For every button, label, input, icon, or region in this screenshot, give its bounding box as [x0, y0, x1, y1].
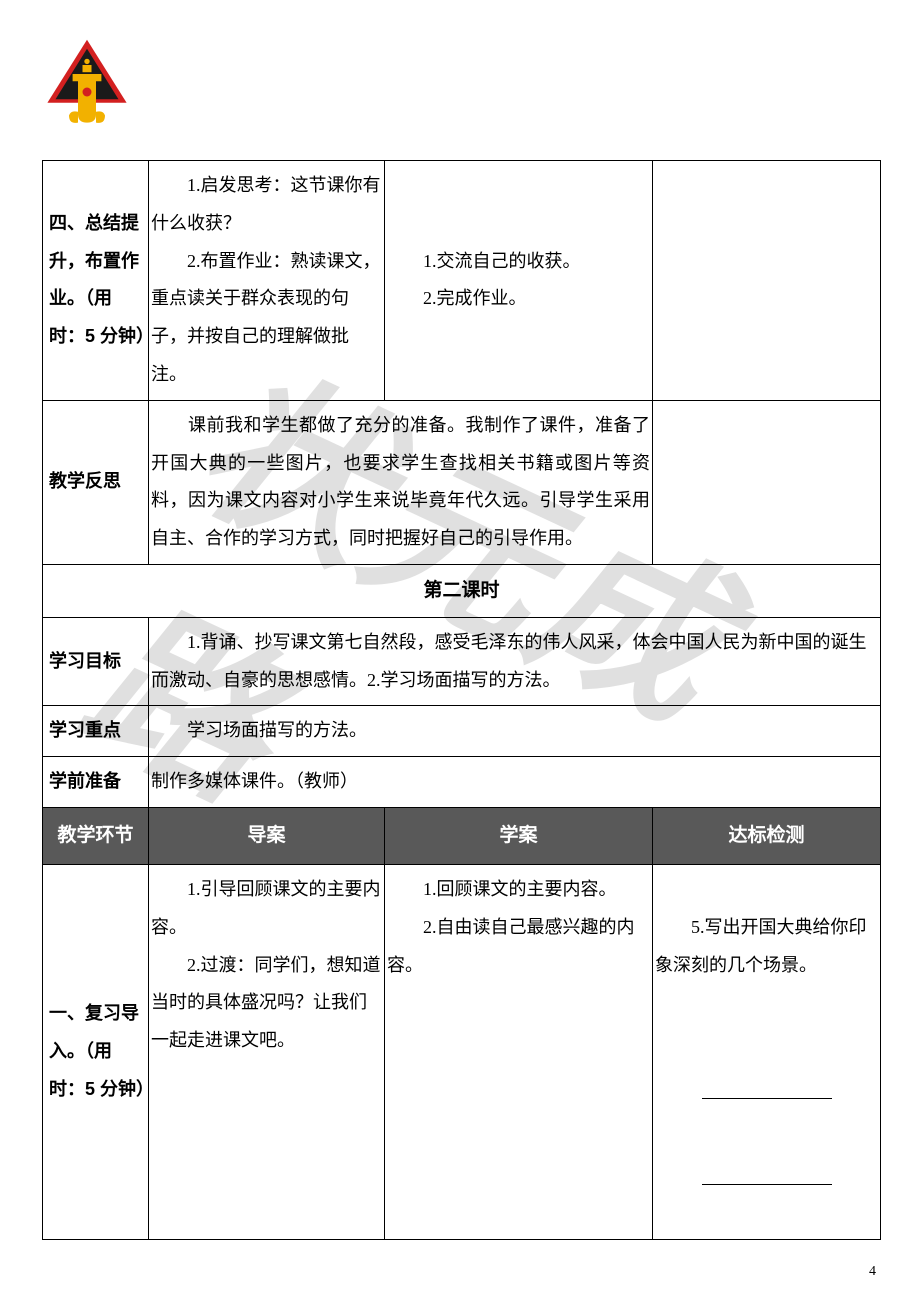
reflection-content: 课前我和学生都做了充分的准备。我制作了课件，准备了开国大典的一些图片，也要求学生…	[149, 400, 653, 564]
row-reflection: 教学反思 课前我和学生都做了充分的准备。我制作了课件，准备了开国大典的一些图片，…	[43, 400, 881, 564]
review-check: 5.写出开国大典给你印象深刻的几个场景。	[653, 864, 881, 1239]
page-number: 4	[869, 1264, 876, 1280]
summary-label: 四、总结提升，布置作业。（用时：5 分钟）	[43, 161, 149, 401]
row-review: 一、复习导入。（用时：5 分钟） 1.引导回顾课文的主要内容。 2.过渡：同学们…	[43, 864, 881, 1239]
row-column-headers: 教学环节 导案 学案 达标检测	[43, 808, 881, 865]
summary-study: 1.交流自己的收获。 2.完成作业。	[385, 161, 653, 401]
row-lesson2-header: 第二课时	[43, 564, 881, 617]
row-objectives: 学习目标 1.背诵、抄写课文第七自然段，感受毛泽东的伟人风采，体会中国人民为新中…	[43, 617, 881, 706]
focus-content: 学习场面描写的方法。	[149, 706, 881, 757]
header-guide: 导案	[149, 808, 385, 865]
prep-content: 制作多媒体课件。（教师）	[149, 757, 881, 808]
lesson2-title: 第二课时	[43, 564, 881, 617]
review-label: 一、复习导入。（用时：5 分钟）	[43, 864, 149, 1239]
review-study: 1.回顾课文的主要内容。 2.自由读自己最感兴趣的内容。	[385, 864, 653, 1239]
prep-label: 学前准备	[43, 757, 149, 808]
lesson-table-wrapper: 四、总结提升，布置作业。（用时：5 分钟） 1.启发思考：这节课你有什么收获？ …	[42, 160, 880, 1240]
summary-guide: 1.启发思考：这节课你有什么收获？ 2.布置作业：熟读课文，重点读关于群众表现的…	[149, 161, 385, 401]
shield-crown-logo	[42, 38, 132, 128]
objectives-content: 1.背诵、抄写课文第七自然段，感受毛泽东的伟人风采，体会中国人民为新中国的诞生而…	[149, 617, 881, 706]
header-check: 达标检测	[653, 808, 881, 865]
reflection-label: 教学反思	[43, 400, 149, 564]
header-study: 学案	[385, 808, 653, 865]
objectives-label: 学习目标	[43, 617, 149, 706]
focus-label: 学习重点	[43, 706, 149, 757]
row-prep: 学前准备 制作多媒体课件。（教师）	[43, 757, 881, 808]
answer-blank-1[interactable]	[702, 1077, 832, 1099]
lesson-plan-table: 四、总结提升，布置作业。（用时：5 分钟） 1.启发思考：这节课你有什么收获？ …	[42, 160, 881, 1240]
header-env: 教学环节	[43, 808, 149, 865]
summary-check	[653, 161, 881, 401]
answer-blank-2[interactable]	[702, 1164, 832, 1186]
row-summary: 四、总结提升，布置作业。（用时：5 分钟） 1.启发思考：这节课你有什么收获？ …	[43, 161, 881, 401]
row-focus: 学习重点 学习场面描写的方法。	[43, 706, 881, 757]
review-guide: 1.引导回顾课文的主要内容。 2.过渡：同学们，想知道当时的具体盛况吗？让我们一…	[149, 864, 385, 1239]
reflection-empty	[653, 400, 881, 564]
review-check-text: 5.写出开国大典给你印象深刻的几个场景。	[655, 917, 867, 975]
